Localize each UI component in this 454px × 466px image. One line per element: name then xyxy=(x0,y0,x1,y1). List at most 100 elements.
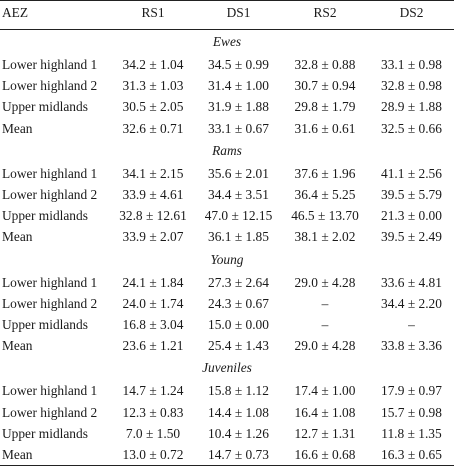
cell-rs1: 13.0 ± 0.72 xyxy=(110,444,196,466)
row-label: Mean xyxy=(2,120,33,136)
cell-ds2: 33.6 ± 4.81 xyxy=(381,274,442,290)
row-label: Lower highland 1 xyxy=(2,57,98,72)
table-header: AEZ RS1 DS1 RS2 DS2 xyxy=(0,0,454,30)
table-row: Upper midlands 30.5 ± 2.05 31.9 ± 1.88 2… xyxy=(0,96,454,117)
cell-ds1: 35.6 ± 2.01 xyxy=(208,165,269,181)
row-label: Mean xyxy=(2,229,33,245)
row-label: Upper midlands xyxy=(2,208,88,224)
header-ds2: DS2 xyxy=(369,0,454,30)
cell-ds2: 34.4 ± 2.20 xyxy=(381,295,442,311)
cell-rs1: 24.0 ± 1.74 xyxy=(122,295,184,311)
row-label: Lower highland 2 xyxy=(2,187,98,203)
cell-ds2: 39.5 ± 5.79 xyxy=(381,187,442,203)
cell-rs1: 12.3 ± 0.83 xyxy=(122,404,184,420)
row-label: Lower highland 2 xyxy=(2,404,98,420)
cell-rs2: 29.8 ± 1.79 xyxy=(294,99,356,115)
cell-ds1: 10.4 ± 1.26 xyxy=(208,425,269,441)
cell-rs2: 46.5 ± 13.70 xyxy=(291,208,359,224)
cell-rs2: 17.4 ± 1.00 xyxy=(294,383,356,399)
table-row: Upper midlands 16.8 ± 3.04 15.0 ± 0.00 –… xyxy=(0,314,454,335)
section-title-row: Young xyxy=(0,248,454,272)
cell-ds1: 31.9 ± 1.88 xyxy=(208,99,269,115)
cell-rs2: 37.6 ± 1.96 xyxy=(294,165,356,181)
section-title: Rams xyxy=(212,142,242,158)
cell-ds1: 15.8 ± 1.12 xyxy=(208,383,269,399)
cell-rs1: 34.2 ± 1.04 xyxy=(122,57,184,72)
section-title: Young xyxy=(210,251,244,267)
header-ds1: DS1 xyxy=(196,0,281,30)
cell-ds2: 17.9 ± 0.97 xyxy=(381,383,442,399)
cell-ds2: – xyxy=(408,317,415,333)
cell-ds1: 27.3 ± 2.64 xyxy=(208,274,269,290)
cell-ds2: 21.3 ± 0.00 xyxy=(381,208,442,224)
cell-ds2: 32.8 ± 0.98 xyxy=(381,78,442,94)
row-label: Mean xyxy=(2,338,33,354)
section-title-row: Ewes xyxy=(0,30,454,55)
row-label: Lower highland 1 xyxy=(2,383,98,399)
table-row: Mean 13.0 ± 0.72 14.7 ± 0.73 16.6 ± 0.68… xyxy=(0,444,454,466)
cell-ds2: 15.7 ± 0.98 xyxy=(381,404,442,420)
cell-rs2: 12.7 ± 1.31 xyxy=(294,425,356,441)
header-aez: AEZ xyxy=(0,0,110,30)
cell-ds2: 16.3 ± 0.65 xyxy=(369,444,454,466)
cell-ds1: 47.0 ± 12.15 xyxy=(204,208,273,224)
table-row: Lower highland 1 34.1 ± 2.15 35.6 ± 2.01… xyxy=(0,163,454,184)
table-row: Lower highland 2 12.3 ± 0.83 14.4 ± 1.08… xyxy=(0,402,454,423)
cell-rs2: 30.7 ± 0.94 xyxy=(294,78,356,94)
table-row: Mean 23.6 ± 1.21 25.4 ± 1.43 29.0 ± 4.28… xyxy=(0,335,454,356)
cell-ds2: 33.1 ± 0.98 xyxy=(381,57,442,72)
cell-rs2: 31.6 ± 0.61 xyxy=(294,120,356,136)
header-rs2: RS2 xyxy=(281,0,369,30)
header-rs1: RS1 xyxy=(110,0,196,30)
section-title: Juveniles xyxy=(202,360,252,376)
header-row: AEZ RS1 DS1 RS2 DS2 xyxy=(0,0,454,30)
cell-rs2: – xyxy=(321,317,329,333)
cell-ds1: 15.0 ± 0.00 xyxy=(208,317,269,333)
cell-ds2: 33.8 ± 3.36 xyxy=(381,338,442,354)
cell-ds1: 34.5 ± 0.99 xyxy=(208,57,269,72)
cell-rs2: 29.0 ± 4.28 xyxy=(294,338,356,354)
cell-rs2: 16.6 ± 0.68 xyxy=(281,444,369,466)
table-row: Lower highland 1 14.7 ± 1.24 15.8 ± 1.12… xyxy=(0,380,454,401)
table-row: Mean 33.9 ± 2.07 36.1 ± 1.85 38.1 ± 2.02… xyxy=(0,226,454,247)
cell-rs1: 30.5 ± 2.05 xyxy=(122,99,184,115)
cell-rs1: 32.6 ± 0.71 xyxy=(122,120,184,136)
cell-rs1: 7.0 ± 1.50 xyxy=(125,425,181,441)
table-row: Lower highland 2 33.9 ± 4.61 34.4 ± 3.51… xyxy=(0,184,454,205)
cell-ds2: 41.1 ± 2.56 xyxy=(381,165,442,181)
row-label: Lower highland 2 xyxy=(2,295,98,311)
row-label: Upper midlands xyxy=(2,425,88,441)
row-label: Upper midlands xyxy=(2,317,88,333)
cell-ds1: 25.4 ± 1.43 xyxy=(208,338,269,354)
cell-rs1: 33.9 ± 4.61 xyxy=(122,187,184,203)
cell-ds2: 28.9 ± 1.88 xyxy=(381,99,442,115)
table-row: Upper midlands 32.8 ± 12.61 47.0 ± 12.15… xyxy=(0,205,454,226)
cell-ds1: 14.4 ± 1.08 xyxy=(208,404,269,420)
cell-rs1: 34.1 ± 2.15 xyxy=(122,165,184,181)
cell-rs2: – xyxy=(321,295,329,311)
cell-rs1: 33.9 ± 2.07 xyxy=(122,229,184,245)
section-title-row: Juveniles xyxy=(0,356,454,380)
table-body: Ewes Lower highland 1 34.2 ± 1.04 34.5 ±… xyxy=(0,30,454,466)
cell-ds1: 31.4 ± 1.00 xyxy=(208,78,269,94)
cell-ds1: 14.7 ± 0.73 xyxy=(196,444,281,466)
table-row: Mean 32.6 ± 0.71 33.1 ± 0.67 31.6 ± 0.61… xyxy=(0,118,454,139)
cell-rs1: 24.1 ± 1.84 xyxy=(122,274,184,290)
cell-rs1: 32.8 ± 12.61 xyxy=(119,208,187,224)
cell-rs1: 31.3 ± 1.03 xyxy=(122,78,184,94)
cell-rs2: 36.4 ± 5.25 xyxy=(294,187,356,203)
row-label: Lower highland 1 xyxy=(2,274,98,290)
row-label: Upper midlands xyxy=(2,99,88,115)
cell-rs1: 16.8 ± 3.04 xyxy=(122,317,184,333)
cell-rs1: 23.6 ± 1.21 xyxy=(122,338,184,354)
cell-rs2: 38.1 ± 2.02 xyxy=(294,229,356,245)
cell-ds1: 33.1 ± 0.67 xyxy=(208,120,269,136)
cell-ds1: 36.1 ± 1.85 xyxy=(208,229,269,245)
row-label: Lower highland 1 xyxy=(2,165,98,181)
cell-rs2: 16.4 ± 1.08 xyxy=(294,404,356,420)
table-row: Upper midlands 7.0 ± 1.50 10.4 ± 1.26 12… xyxy=(0,423,454,444)
cell-ds2: 39.5 ± 2.49 xyxy=(381,229,442,245)
cell-rs2: 29.0 ± 4.28 xyxy=(294,274,356,290)
